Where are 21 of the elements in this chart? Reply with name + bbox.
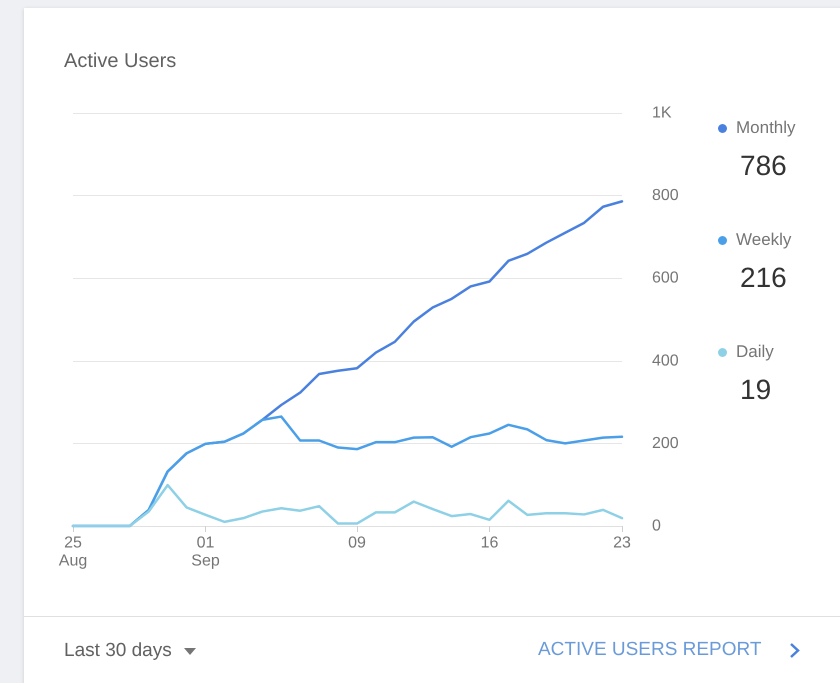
y-tick-label: 800 [652,187,679,204]
chart-title: Active Users [64,50,176,73]
y-tick-label: 200 [652,434,679,452]
x-tick-label: 25 Aug [58,534,88,570]
y-tick-label: 600 [652,270,679,287]
text: 19 [740,374,772,406]
y-tick-label: 0 [652,518,661,534]
y-tick-label: 1K [652,104,672,122]
legend-label: Daily [736,342,774,362]
text: 786 [740,150,788,182]
x-tick-label: 09 [348,534,366,552]
legend-label: Weekly [736,230,792,250]
x-tick-label: 16 [480,534,498,552]
text: 216 [740,262,788,294]
x-tick-label: 23 [613,534,631,552]
line-series [72,484,624,528]
text: Last 30 days [64,640,172,662]
legend-label: Monthly [736,118,796,138]
text: ACTIVE USERS REPORT [538,639,762,661]
y-tick-label: 400 [652,352,679,370]
x-tick-label: 01 Sep [191,534,220,570]
